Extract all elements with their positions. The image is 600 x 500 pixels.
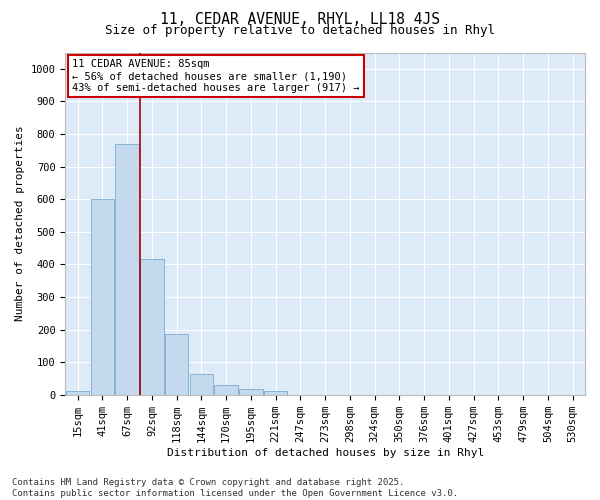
Bar xyxy=(66,392,89,394)
Bar xyxy=(165,334,188,394)
Bar xyxy=(115,144,139,395)
Text: Contains HM Land Registry data © Crown copyright and database right 2025.
Contai: Contains HM Land Registry data © Crown c… xyxy=(12,478,458,498)
Bar xyxy=(264,392,287,394)
Bar xyxy=(91,199,114,394)
Y-axis label: Number of detached properties: Number of detached properties xyxy=(15,126,25,322)
Text: 11 CEDAR AVENUE: 85sqm
← 56% of detached houses are smaller (1,190)
43% of semi-: 11 CEDAR AVENUE: 85sqm ← 56% of detached… xyxy=(72,60,360,92)
X-axis label: Distribution of detached houses by size in Rhyl: Distribution of detached houses by size … xyxy=(167,448,484,458)
Text: Size of property relative to detached houses in Rhyl: Size of property relative to detached ho… xyxy=(105,24,495,37)
Bar xyxy=(239,389,263,394)
Bar xyxy=(140,260,164,394)
Text: 11, CEDAR AVENUE, RHYL, LL18 4JS: 11, CEDAR AVENUE, RHYL, LL18 4JS xyxy=(160,12,440,28)
Bar xyxy=(214,385,238,394)
Bar xyxy=(190,374,213,394)
